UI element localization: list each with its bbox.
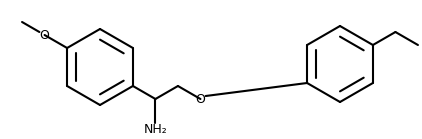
Text: O: O (40, 28, 49, 42)
Text: NH₂: NH₂ (143, 123, 167, 136)
Text: O: O (195, 92, 206, 106)
